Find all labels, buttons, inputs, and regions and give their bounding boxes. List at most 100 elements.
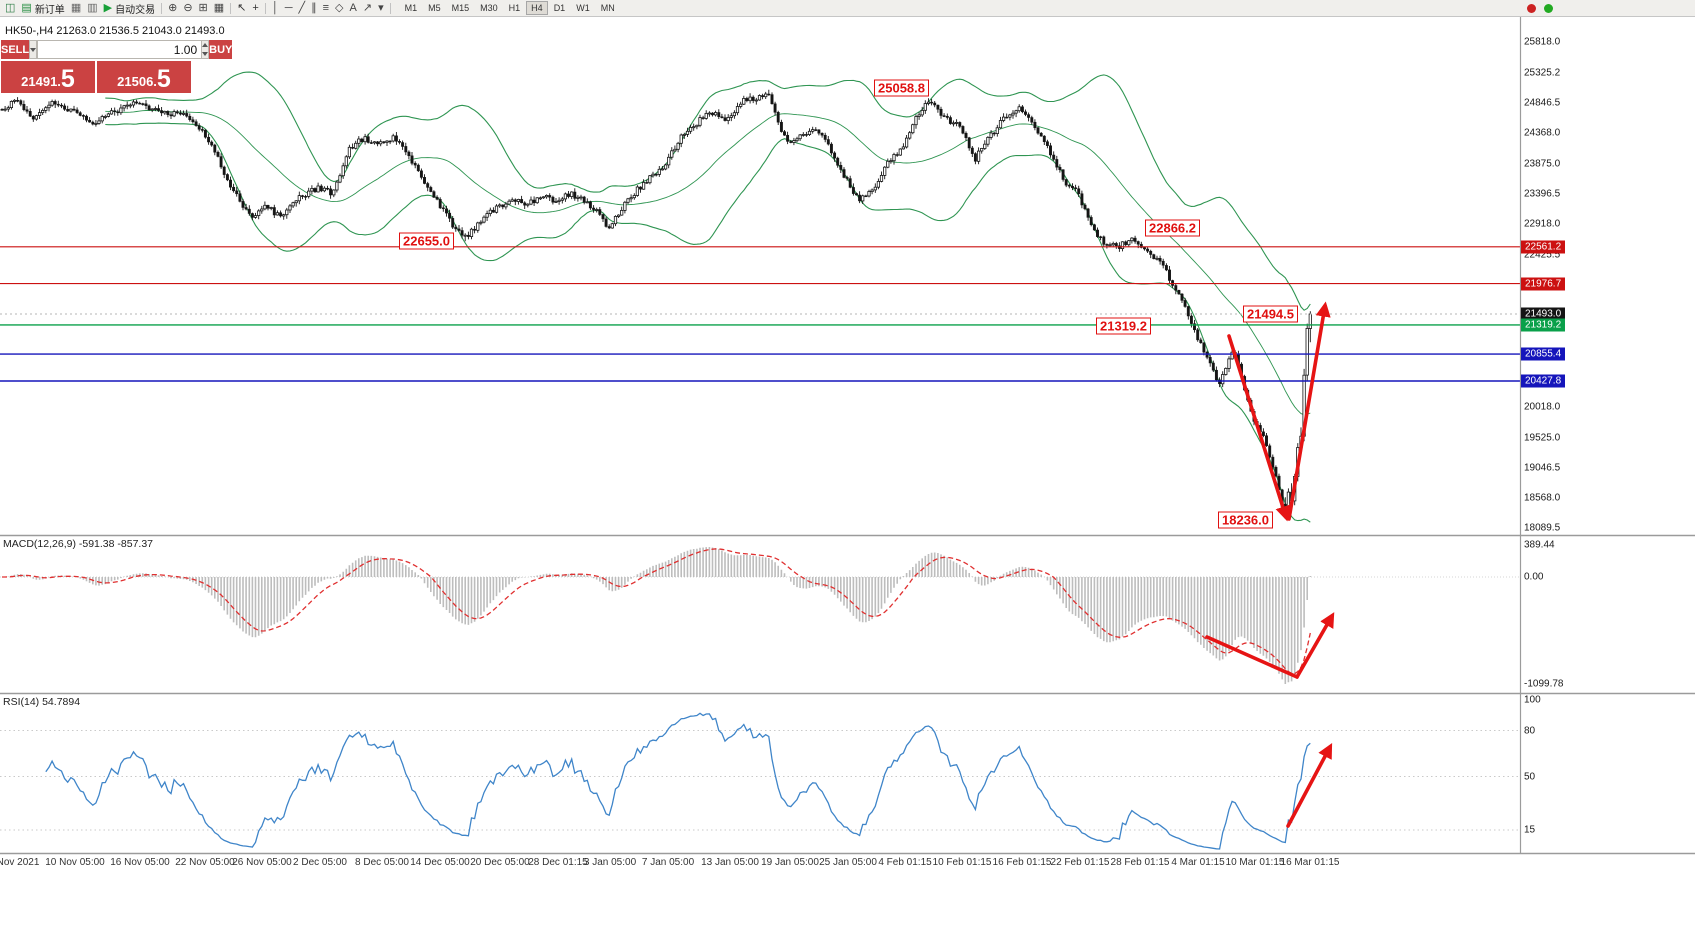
autotrading-glyph-icon: ▶ <box>103 1 113 14</box>
toolbar-separator <box>230 2 232 14</box>
timeframe-button-W1[interactable]: W1 <box>576 3 590 13</box>
rsi-scale-label: 15 <box>1524 824 1536 836</box>
time-axis[interactable]: Nov 2021 10 Nov 05:00 16 Nov 05:00 22 Nov 0… <box>0 853 1695 875</box>
time-axis-label: 10 Feb 01:15 <box>932 857 992 868</box>
price-annotation[interactable]: 22866.2 <box>1145 219 1200 237</box>
price-annotation[interactable]: 22655.0 <box>399 232 454 250</box>
timeframe-button-M5[interactable]: M5 <box>428 3 441 13</box>
horizontal-line-icon[interactable]: ─ <box>282 1 296 16</box>
fibonacci-icon[interactable]: ≡ <box>320 1 332 16</box>
chevron-down-icon <box>202 51 209 56</box>
toolbar-separator <box>389 2 391 14</box>
time-axis-label: 4 Feb 01:15 <box>878 857 932 868</box>
grid-icon[interactable]: ⊞ <box>196 1 211 16</box>
autotrading-button[interactable]: ▶ 自动交易 <box>101 1 158 16</box>
price-axis-tick: 19525.0 <box>1524 432 1561 444</box>
toolbar: ◫ ▤ 新订单 ▦ ▥ ▶ 自动交易 ⊕ ⊖ ⊞ ▦ ↖ + │ ─ ╱ ∥ ≡ ◇ A ↗ ▾ M1 M5 M15 M30 H1 H… <box>0 0 1695 17</box>
objects-dropdown-icon[interactable]: ▾ <box>375 1 387 16</box>
macd-scale-label: -1099.78 <box>1524 678 1564 690</box>
alerts-icon[interactable]: ▥ <box>84 1 100 16</box>
zoom-in-icon-glyph-icon: ⊕ <box>168 1 178 14</box>
time-axis-label: 3 Jan 05:00 <box>583 857 637 868</box>
rsi-indicator-label: RSI(14) 54.7894 <box>3 696 81 708</box>
trendline-icon-glyph-icon: ╱ <box>298 1 306 14</box>
sell-price-main: 21491. <box>21 74 61 89</box>
price-annotation[interactable]: 18236.0 <box>1218 511 1273 529</box>
time-axis-label: 28 Feb 01:15 <box>1110 857 1170 868</box>
time-axis-label: 20 Dec 05:00 <box>470 857 530 868</box>
vertical-line-icon[interactable]: │ <box>269 1 282 16</box>
timeframe-button-H4[interactable]: H4 <box>526 1 548 15</box>
toolbar-separator <box>161 2 163 14</box>
price-axis-label: 20855.4 <box>1521 347 1566 361</box>
history-center-icon <box>1527 4 1536 13</box>
timeframe-button-H1[interactable]: H1 <box>508 3 521 13</box>
toolbar-separator <box>264 2 266 14</box>
price-axis[interactable]: 25818.0 25325.2 24846.5 24368.0 23875.0 23396… <box>1520 0 1695 941</box>
new-order-button[interactable]: ▤ 新订单 <box>18 1 67 16</box>
price-axis-tick: 24368.0 <box>1524 127 1561 139</box>
buy-price-main: 21506. <box>117 74 157 89</box>
crosshair-icon[interactable]: + <box>249 1 261 16</box>
objects-dropdown-icon-glyph-icon: ▾ <box>378 1 384 14</box>
status-icons <box>1527 4 1553 13</box>
time-axis-label: Nov 2021 <box>0 857 40 868</box>
timeframe-button-M1[interactable]: M1 <box>404 3 418 13</box>
sell-price[interactable]: 21491. 5 <box>1 61 95 93</box>
price-axis-tick: 23396.5 <box>1524 188 1561 200</box>
alerts-icon-glyph-icon: ▥ <box>87 1 98 14</box>
price-axis-label: 20427.8 <box>1521 374 1566 388</box>
time-axis-label: 19 Jan 05:00 <box>761 857 819 868</box>
arrow-objects-icon-glyph-icon: ↗ <box>362 1 373 14</box>
tile-windows-icon[interactable]: ▦ <box>211 1 227 16</box>
timeframe-button-MN[interactable]: MN <box>600 3 615 13</box>
price-axis-label: 21319.2 <box>1521 318 1566 332</box>
volume-spinner <box>202 40 210 59</box>
candlestick-chart-icon[interactable]: ◫ <box>2 1 18 16</box>
volume-increase-button[interactable] <box>202 41 209 50</box>
time-axis-label: 14 Dec 05:00 <box>410 857 470 868</box>
price-axis-label: 22561.2 <box>1521 240 1566 254</box>
chevron-down-icon <box>30 47 37 52</box>
time-axis-label: 26 Nov 05:00 <box>232 857 292 868</box>
time-axis-label: 10 Nov 05:00 <box>45 857 105 868</box>
chart-window-icon[interactable]: ▦ <box>68 1 84 16</box>
equidistant-channel-icon[interactable]: ∥ <box>308 1 320 16</box>
cursor-icon[interactable]: ↖ <box>234 1 249 16</box>
price-axis-tick: 18089.5 <box>1524 522 1561 534</box>
trendline-icon[interactable]: ╱ <box>295 1 308 16</box>
sell-button[interactable]: SELL <box>1 40 30 59</box>
volume-decrease-button[interactable] <box>202 50 209 59</box>
order-mode-dropdown[interactable] <box>29 40 38 59</box>
zoom-out-icon[interactable]: ⊖ <box>180 1 195 16</box>
buy-price[interactable]: 21506. 5 <box>97 61 191 93</box>
rsi-scale-label: 100 <box>1524 694 1541 706</box>
chart-symbol-ohlc: HK50-,H4 21263.0 21536.5 21043.0 21493.0 <box>5 25 225 37</box>
volume-input[interactable] <box>37 40 203 59</box>
vertical-line-icon-glyph-icon: │ <box>271 1 279 14</box>
timeframe-button-M15[interactable]: M15 <box>451 3 470 13</box>
time-axis-label: 13 Jan 05:00 <box>701 857 759 868</box>
tile-windows-icon-glyph-icon: ▦ <box>213 1 225 14</box>
candlestick-chart-icon-glyph-icon: ◫ <box>5 1 16 14</box>
price-axis-tick: 20018.0 <box>1524 401 1561 413</box>
crosshair-icon-glyph-icon: + <box>252 1 259 14</box>
cursor-icon-glyph-icon: ↖ <box>237 1 247 14</box>
macd-scale-label: 0.00 <box>1524 571 1544 583</box>
price-annotation[interactable]: 21319.2 <box>1096 317 1151 335</box>
price-annotation[interactable]: 25058.8 <box>874 79 929 97</box>
timeframe-button-M30[interactable]: M30 <box>480 3 498 13</box>
shapes-icon-glyph-icon: ◇ <box>335 1 344 14</box>
timeframe-button-D1[interactable]: D1 <box>553 3 566 13</box>
shapes-icon[interactable]: ◇ <box>332 1 346 16</box>
rsi-scale-label: 50 <box>1524 771 1536 782</box>
price-annotation[interactable]: 21494.5 <box>1243 305 1298 323</box>
equidistant-channel-icon-glyph-icon: ∥ <box>311 1 317 14</box>
buy-button[interactable]: BUY <box>209 40 233 59</box>
text-label-icon[interactable]: A <box>347 1 360 16</box>
time-axis-label: 2 Dec 05:00 <box>293 857 347 868</box>
zoom-in-icon[interactable]: ⊕ <box>165 1 180 16</box>
arrow-objects-icon[interactable]: ↗ <box>360 1 375 16</box>
